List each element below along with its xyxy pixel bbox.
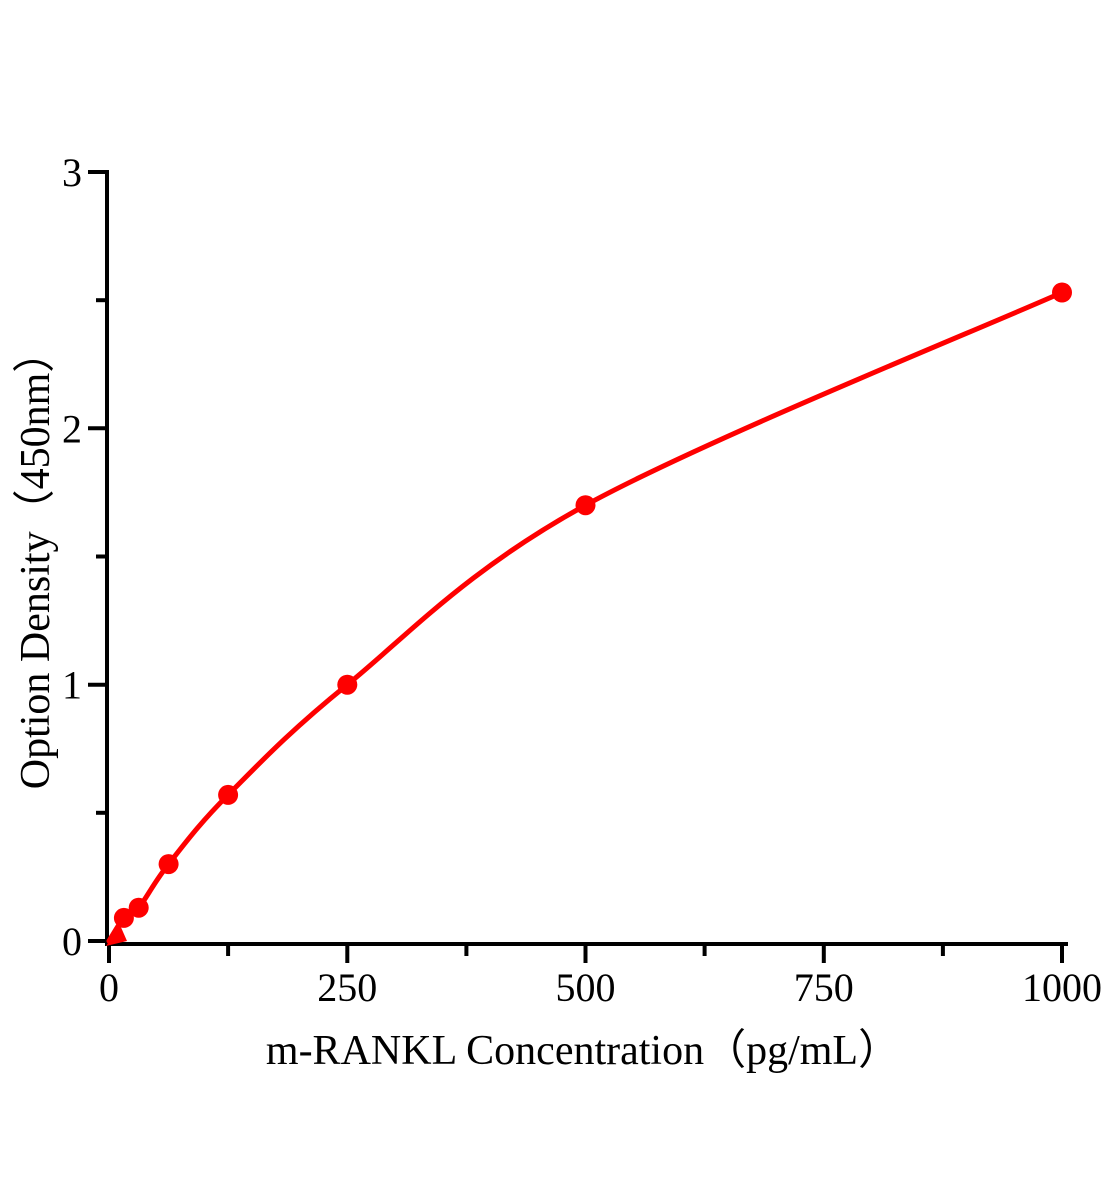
x-tick-label-750: 750 bbox=[794, 965, 854, 1010]
y-tick-label-2: 2 bbox=[62, 406, 82, 451]
x-tick-label-250: 250 bbox=[317, 965, 377, 1010]
x-tick-label-1000: 1000 bbox=[1022, 965, 1102, 1010]
standard-curve-line bbox=[106, 290, 1065, 944]
x-axis-title: m-RANKL Concentration（pg/mL） bbox=[265, 1028, 901, 1074]
y-tick-label-1: 1 bbox=[62, 663, 82, 708]
data-point-marker-500 bbox=[575, 495, 596, 516]
y-axis-title: Option Density（450nm） bbox=[13, 330, 59, 790]
x-tick-label-500: 500 bbox=[556, 965, 616, 1010]
y-tick-label-3: 3 bbox=[62, 150, 82, 195]
data-point-marker-0 bbox=[106, 925, 127, 946]
x-tick-label-0: 0 bbox=[99, 965, 119, 1010]
data-point-marker-15.6 bbox=[113, 907, 134, 928]
data-point-marker-62.5 bbox=[158, 854, 179, 875]
data-point-marker-125 bbox=[218, 784, 239, 805]
data-point-marker-31.2 bbox=[128, 897, 149, 918]
data-point-marker-250 bbox=[337, 674, 358, 695]
y-tick-label-0: 0 bbox=[62, 919, 82, 964]
data-point-marker-1000 bbox=[1052, 282, 1072, 303]
